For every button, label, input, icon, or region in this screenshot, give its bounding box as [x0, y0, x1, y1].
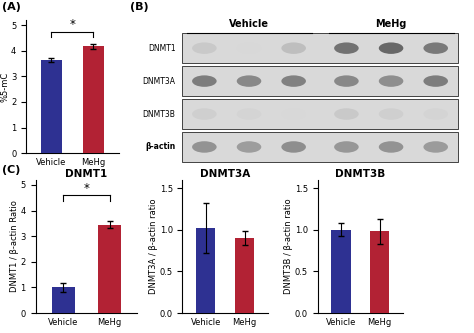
Bar: [83, 46, 104, 153]
Y-axis label: DNMT3A / β-actin ratio: DNMT3A / β-actin ratio: [149, 199, 158, 294]
Ellipse shape: [192, 75, 217, 87]
Ellipse shape: [379, 75, 403, 87]
Text: MeHg: MeHg: [375, 19, 407, 29]
Bar: [196, 228, 216, 313]
Bar: [52, 287, 75, 313]
Bar: [41, 60, 62, 153]
Bar: [235, 238, 254, 313]
Ellipse shape: [423, 141, 448, 153]
Title: DNMT3B: DNMT3B: [335, 169, 385, 179]
Text: (A): (A): [2, 2, 21, 12]
Bar: [182, 66, 458, 96]
Ellipse shape: [334, 42, 359, 54]
Text: DNMT3A: DNMT3A: [143, 77, 175, 86]
Ellipse shape: [334, 141, 359, 153]
Y-axis label: %5-mC: %5-mC: [0, 72, 9, 102]
Ellipse shape: [423, 75, 448, 87]
Ellipse shape: [423, 42, 448, 54]
Text: (B): (B): [130, 2, 149, 12]
Text: *: *: [83, 181, 90, 194]
Ellipse shape: [192, 108, 217, 120]
Ellipse shape: [379, 141, 403, 153]
Text: β-actin: β-actin: [146, 143, 175, 152]
Text: *: *: [69, 18, 75, 31]
Ellipse shape: [282, 141, 306, 153]
Ellipse shape: [423, 108, 448, 120]
Bar: [182, 33, 458, 63]
Bar: [370, 231, 389, 313]
Ellipse shape: [379, 42, 403, 54]
Text: DNMT1: DNMT1: [148, 44, 175, 53]
Text: Vehicle: Vehicle: [229, 19, 269, 29]
Ellipse shape: [237, 42, 261, 54]
Bar: [331, 230, 351, 313]
Ellipse shape: [334, 75, 359, 87]
Ellipse shape: [192, 42, 217, 54]
Ellipse shape: [282, 108, 306, 120]
Ellipse shape: [334, 108, 359, 120]
Ellipse shape: [282, 75, 306, 87]
Bar: [98, 225, 121, 313]
Ellipse shape: [237, 108, 261, 120]
Bar: [182, 132, 458, 162]
Title: DNMT3A: DNMT3A: [200, 169, 250, 179]
Ellipse shape: [282, 42, 306, 54]
Text: (C): (C): [2, 165, 21, 175]
Ellipse shape: [192, 141, 217, 153]
Text: DNMT3B: DNMT3B: [143, 110, 175, 119]
Ellipse shape: [237, 75, 261, 87]
Title: DNMT1: DNMT1: [65, 169, 108, 179]
Bar: [182, 99, 458, 129]
Y-axis label: DNMT1 / β-actin Ratio: DNMT1 / β-actin Ratio: [10, 200, 19, 292]
Ellipse shape: [379, 108, 403, 120]
Y-axis label: DNMT3B / β-actin ratio: DNMT3B / β-actin ratio: [284, 198, 293, 294]
Ellipse shape: [237, 141, 261, 153]
